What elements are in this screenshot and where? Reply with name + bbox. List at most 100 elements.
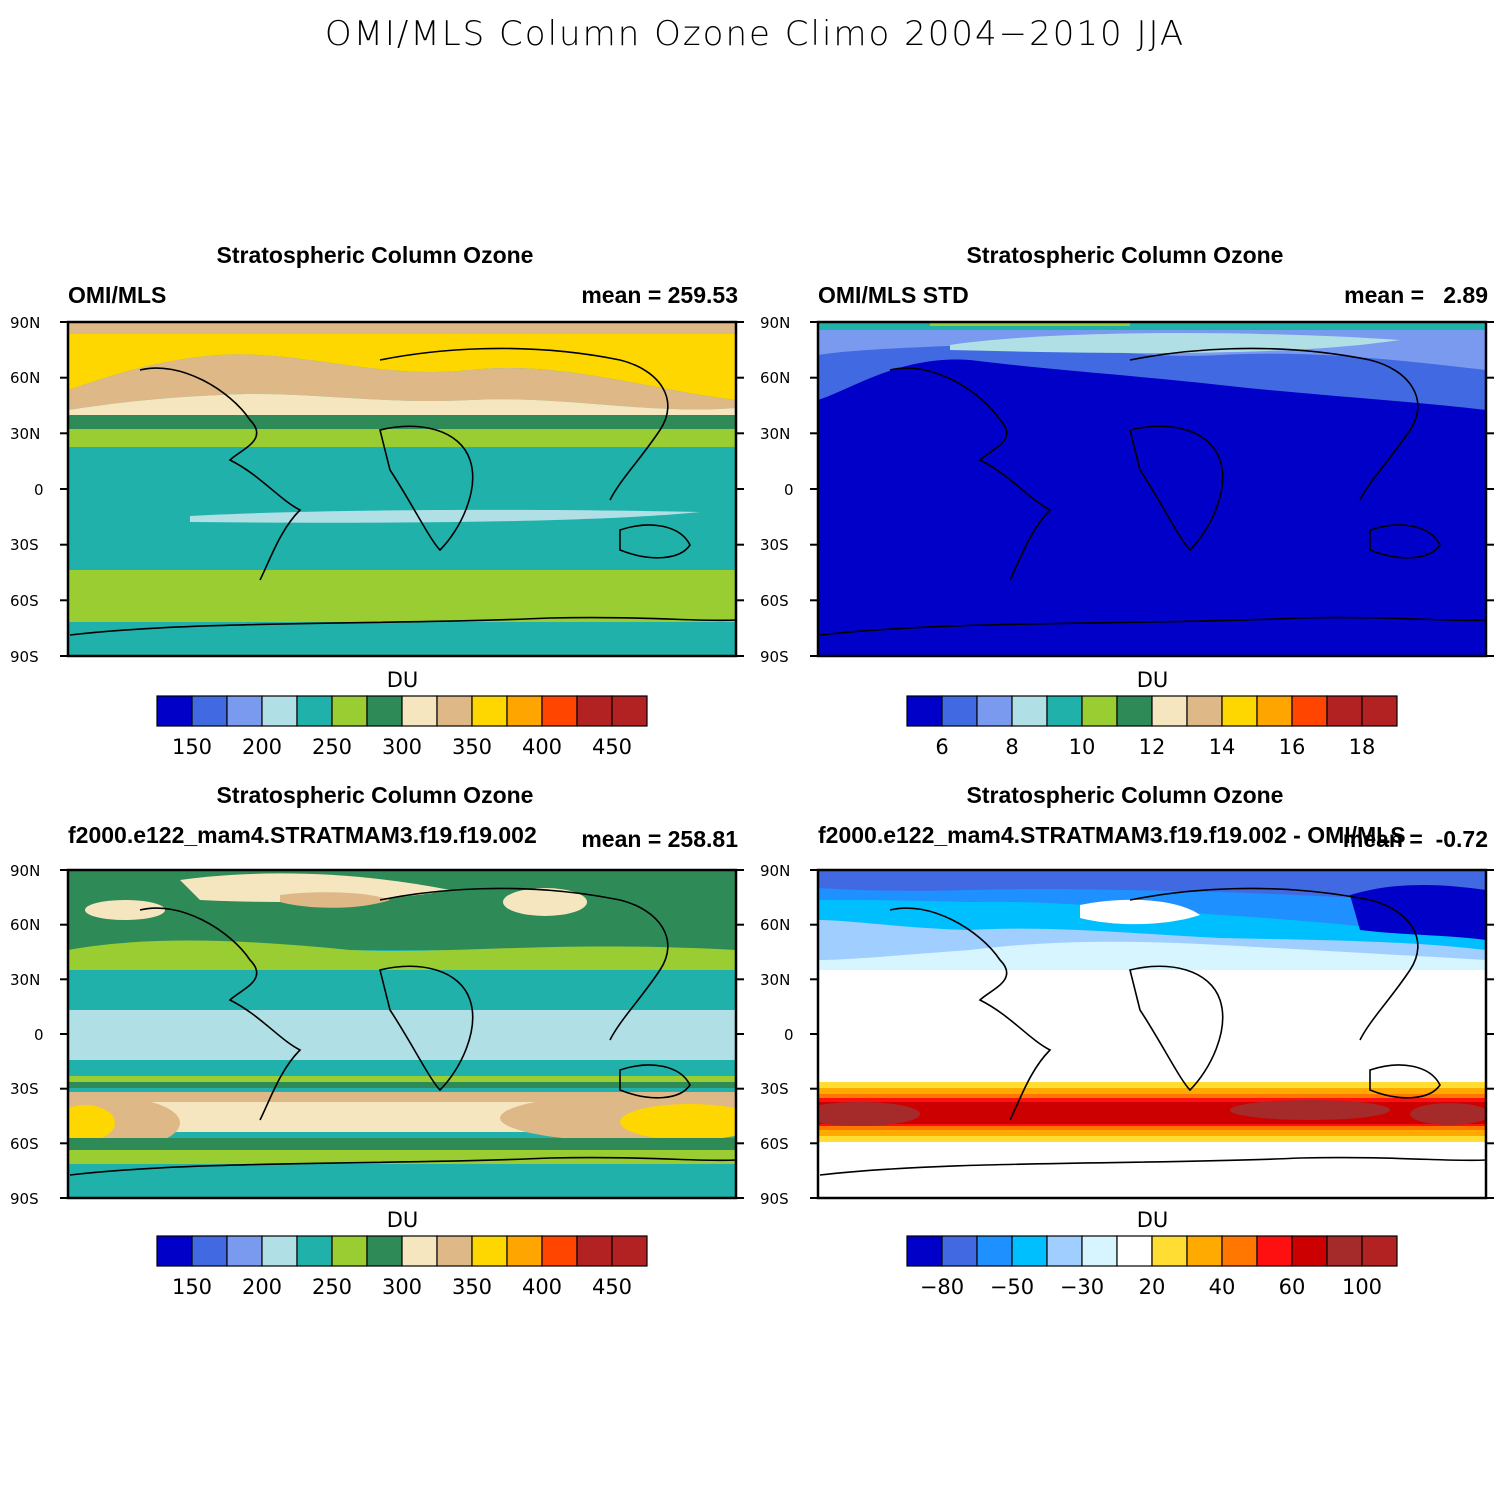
- lat-label: 0: [784, 481, 794, 499]
- colorbar-swatch: [191, 1235, 228, 1267]
- americas-coastline: [139, 367, 302, 581]
- colorbar-swatch: [976, 1235, 1013, 1267]
- contour-band: [180, 873, 450, 902]
- contour-band: [280, 892, 390, 908]
- contour-band: [503, 888, 587, 916]
- antarctica-coastline: [819, 1156, 1486, 1176]
- africa-coastline: [379, 425, 474, 552]
- colorbar-swatch: [296, 695, 333, 727]
- colorbar-tick-label: 10: [1069, 735, 1096, 759]
- colorbar-swatch: [471, 1235, 508, 1267]
- contour-band: [68, 1138, 736, 1150]
- lat-label: 90S: [760, 648, 789, 666]
- contour-band: [68, 354, 736, 410]
- colorbar-swatch: [1221, 695, 1258, 727]
- colorbar-tick-label: −50: [990, 1275, 1034, 1299]
- contour-band: [85, 900, 165, 920]
- lat-label: 30S: [760, 1080, 789, 1098]
- colorbar-tick-label: 400: [522, 1275, 562, 1299]
- contour-band: [68, 1150, 736, 1164]
- lat-label: 0: [34, 1026, 44, 1044]
- contour-band: [68, 322, 736, 334]
- antarctica-coastline: [69, 616, 736, 636]
- panel-left-label: f2000.e122_mam4.STRATMAM3.f19.f19.002 - …: [818, 822, 1406, 848]
- colorbar-swatch: [541, 1235, 578, 1267]
- colorbar-tick-label: 150: [172, 735, 212, 759]
- contour-band: [68, 429, 736, 447]
- americas-coastline: [889, 907, 1052, 1121]
- colorbar-tick-label: −80: [920, 1275, 964, 1299]
- colorbar-swatch: [366, 1235, 403, 1267]
- contour-band: [190, 509, 700, 523]
- colorbar-swatch: [436, 695, 473, 727]
- colorbar-swatch: [331, 1235, 368, 1267]
- colorbar-swatch: [226, 1235, 263, 1267]
- panel-omi-mls-std: Stratospheric Column Ozone OMI/MLS STD m…: [750, 242, 1500, 782]
- panel-title: Stratospheric Column Ozone: [966, 242, 1284, 268]
- colorbar-swatch: [1116, 695, 1153, 727]
- colorbar-label: DU: [1136, 1208, 1169, 1232]
- colorbar-tick-label: 250: [312, 1275, 352, 1299]
- colorbar-swatch: [1291, 695, 1328, 727]
- lat-label: 30N: [10, 971, 40, 989]
- contour-band: [68, 415, 736, 429]
- colorbar-swatch: [1046, 1235, 1083, 1267]
- lat-label: 0: [784, 1026, 794, 1044]
- colorbar-swatch: [1081, 1235, 1118, 1267]
- colorbar-swatch: [226, 695, 263, 727]
- colorbar-swatch: [191, 695, 228, 727]
- panel-omi-mls: Stratospheric Column Ozone OMI/MLS mean …: [0, 242, 750, 782]
- lat-label: 60S: [10, 1135, 39, 1153]
- colorbar-swatch: [1291, 1235, 1328, 1267]
- colorbar-swatch: [471, 695, 508, 727]
- colorbar-swatch: [541, 695, 578, 727]
- colorbar-tick-label: 150: [172, 1275, 212, 1299]
- colorbar-swatch: [576, 1235, 613, 1267]
- eurasia-coastline: [379, 347, 669, 501]
- colorbar-swatch: [1151, 695, 1188, 727]
- contour-band: [68, 570, 736, 622]
- colorbar-swatch: [1151, 1235, 1188, 1267]
- map-plot: 90N 60N 30N 0 30S 60S 90S: [760, 862, 1494, 1208]
- contour-band: [68, 1076, 736, 1082]
- contour-band: [818, 1102, 920, 1126]
- colorbar-swatch: [1011, 1235, 1048, 1267]
- colorbar-swatch: [296, 1235, 333, 1267]
- colorbar-tick-label: −30: [1060, 1275, 1104, 1299]
- colorbar-swatch: [1186, 1235, 1223, 1267]
- colorbar-swatch: [261, 1235, 298, 1267]
- panel-title: Stratospheric Column Ozone: [216, 242, 534, 268]
- lat-label: 90S: [760, 1190, 789, 1208]
- colorbar-swatch: [331, 695, 368, 727]
- lat-label: 30N: [10, 425, 40, 443]
- map-plot: 90N 60N 30N 0 30S 60S 90S: [10, 314, 744, 666]
- colorbar-swatch: [1361, 1235, 1398, 1267]
- colorbar-swatch: [906, 695, 943, 727]
- contour-band: [68, 1092, 736, 1102]
- lat-label: 60N: [10, 916, 40, 934]
- panel-title: Stratospheric Column Ozone: [966, 782, 1284, 808]
- lat-axis: 90N 60N 30N 0 30S 60S 90S: [10, 314, 744, 666]
- colorbar-swatch: [1116, 1235, 1153, 1267]
- colorbar-swatch: [1361, 695, 1398, 727]
- colorbar-swatch: [506, 695, 543, 727]
- australia-coastline: [619, 1064, 691, 1099]
- contour-band: [68, 1010, 736, 1060]
- contour-band: [68, 393, 736, 415]
- colorbar-tick-label: 20: [1139, 1275, 1166, 1299]
- colorbar-swatch: [1011, 695, 1048, 727]
- colorbar-swatch: [156, 695, 193, 727]
- panel-mean-label: mean = -0.72: [1342, 826, 1488, 852]
- colorbar: 150 200 250 300 350 400 450: [156, 1235, 648, 1299]
- lat-label: 60S: [10, 592, 39, 610]
- colorbar-swatch: [906, 1235, 943, 1267]
- panel-model: Stratospheric Column Ozone f2000.e122_ma…: [0, 782, 750, 1322]
- eurasia-coastline: [1129, 347, 1419, 501]
- australia-coastline: [619, 524, 691, 559]
- colorbar-swatch: [1326, 695, 1363, 727]
- contour-band: [620, 1104, 736, 1140]
- africa-coastline: [379, 965, 474, 1092]
- lat-label: 60S: [760, 1135, 789, 1153]
- figure-title: OMI/MLS Column Ozone Climo 2004−2010 JJA: [324, 14, 1186, 54]
- colorbar-tick-label: 200: [242, 735, 282, 759]
